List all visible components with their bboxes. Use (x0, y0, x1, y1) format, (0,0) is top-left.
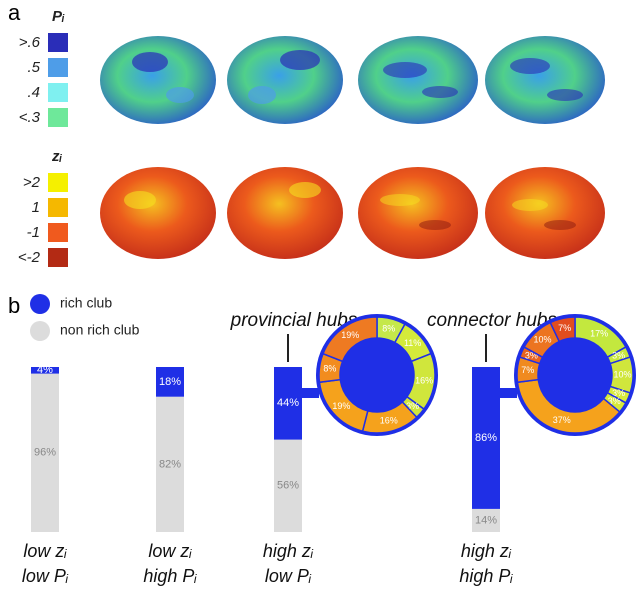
brain (485, 167, 605, 259)
legend-title: Pᵢ (52, 8, 65, 25)
category-label: low zᵢ (148, 541, 192, 561)
segment-label: 3% (612, 388, 625, 398)
legend-marker (30, 321, 50, 341)
segment-label: 16% (380, 415, 398, 425)
segment-label: 11% (404, 338, 421, 348)
legend-swatch (48, 58, 68, 77)
connector-bar (486, 388, 517, 398)
value-label: 96% (34, 447, 56, 459)
brain-images (100, 36, 605, 259)
category-label: low zᵢ (23, 541, 67, 561)
legend-label: >.6 (19, 34, 41, 51)
legend-swatch (48, 83, 68, 102)
panel-label: b (8, 293, 20, 318)
donut-title: connector hubs (427, 310, 557, 331)
bar-segment (156, 367, 184, 397)
brain (485, 36, 605, 124)
segment-label: 10% (533, 335, 551, 345)
value-label: 14% (475, 514, 497, 526)
brain (227, 36, 343, 124)
segment-label: 8% (323, 363, 336, 373)
segment-label: 3% (525, 351, 538, 361)
bar-segment (274, 367, 302, 440)
donut-hole (340, 338, 414, 412)
value-label: 86% (475, 432, 497, 444)
connector-bar (288, 388, 319, 398)
legend-label: <.3 (19, 109, 41, 126)
category-label: high Pᵢ (459, 566, 513, 586)
category-label: low Pᵢ (22, 566, 69, 586)
legend-label: -1 (27, 224, 40, 241)
legend-swatch (48, 33, 68, 52)
legend-swatch (48, 223, 68, 242)
bar-segment (274, 439, 302, 532)
segment-label: 19% (341, 330, 359, 340)
legend-label: .4 (27, 84, 40, 101)
segment-label: 3% (406, 401, 419, 411)
brain (100, 167, 216, 259)
category-label: high zᵢ (461, 541, 512, 561)
segment-label: 19% (332, 401, 350, 411)
bar-segment (31, 367, 59, 374)
legend-label: non rich club (60, 322, 140, 338)
segment-label: 3% (608, 396, 621, 406)
panel-label: a (8, 0, 21, 25)
legend-label: <-2 (18, 249, 41, 266)
segment-label: 17% (590, 328, 608, 338)
segment-label: 8% (382, 323, 395, 333)
legend-label: .5 (27, 59, 40, 76)
value-label: 82% (159, 458, 181, 470)
segment-label: 16% (415, 375, 433, 385)
bar-segment (472, 508, 500, 532)
legend-swatch (48, 198, 68, 217)
legend-swatch (48, 248, 68, 267)
legend-title: zᵢ (51, 148, 63, 165)
brain (100, 36, 216, 124)
segment-label: 37% (553, 415, 571, 425)
legend-label: 1 (32, 199, 40, 216)
segment-label: 7% (558, 323, 571, 333)
legend-label: rich club (60, 295, 112, 311)
donut-hole (538, 338, 612, 412)
brain (227, 167, 343, 259)
segment-label: 7% (521, 365, 534, 375)
category-label: low Pᵢ (265, 566, 312, 586)
bar-segment (31, 373, 59, 532)
value-label: 18% (159, 376, 181, 388)
brain (358, 36, 478, 124)
donut-title: provincial hubs (230, 310, 358, 331)
value-label: 56% (277, 480, 299, 492)
category-label: high Pᵢ (143, 566, 197, 586)
legend-swatch (48, 173, 68, 192)
segment-label: 3% (612, 351, 625, 361)
brain (358, 167, 478, 259)
legend-swatch (48, 108, 68, 127)
segment-label: 10% (613, 369, 631, 379)
legend-marker (30, 294, 50, 314)
category-label: high zᵢ (263, 541, 314, 561)
value-label: 44% (277, 397, 299, 409)
bar-segment (156, 396, 184, 532)
value-label: 4% (37, 364, 53, 376)
legend-label: >2 (23, 174, 41, 191)
